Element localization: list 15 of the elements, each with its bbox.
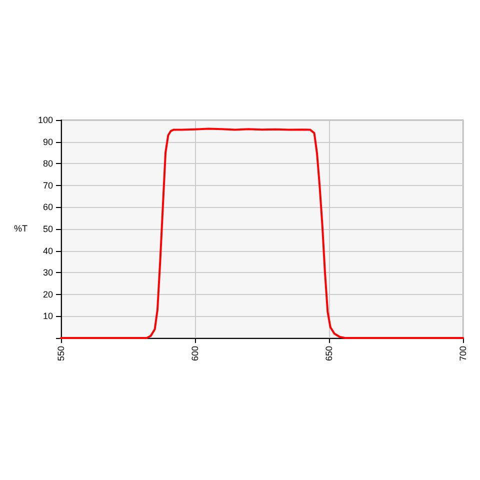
y-tick-label: 60 — [42, 202, 53, 212]
y-tick-label: 80 — [42, 158, 53, 169]
y-tick-label: 20 — [42, 289, 53, 300]
y-axis-title: %T — [14, 224, 28, 234]
y-tick-label: 90 — [42, 136, 53, 147]
y-tick-label: 50 — [42, 224, 53, 234]
x-tick-label: 600 — [190, 346, 200, 362]
y-tick-label: 30 — [42, 268, 53, 278]
x-tick-label: 700 — [458, 346, 468, 362]
y-tick-label: 100 — [38, 115, 53, 125]
x-tick-label: 650 — [324, 346, 334, 362]
y-tick-label: 70 — [42, 180, 53, 190]
y-tick-label: 10 — [42, 311, 53, 322]
y-tick-label: 40 — [42, 246, 53, 256]
x-tick-label: 550 — [56, 346, 66, 362]
